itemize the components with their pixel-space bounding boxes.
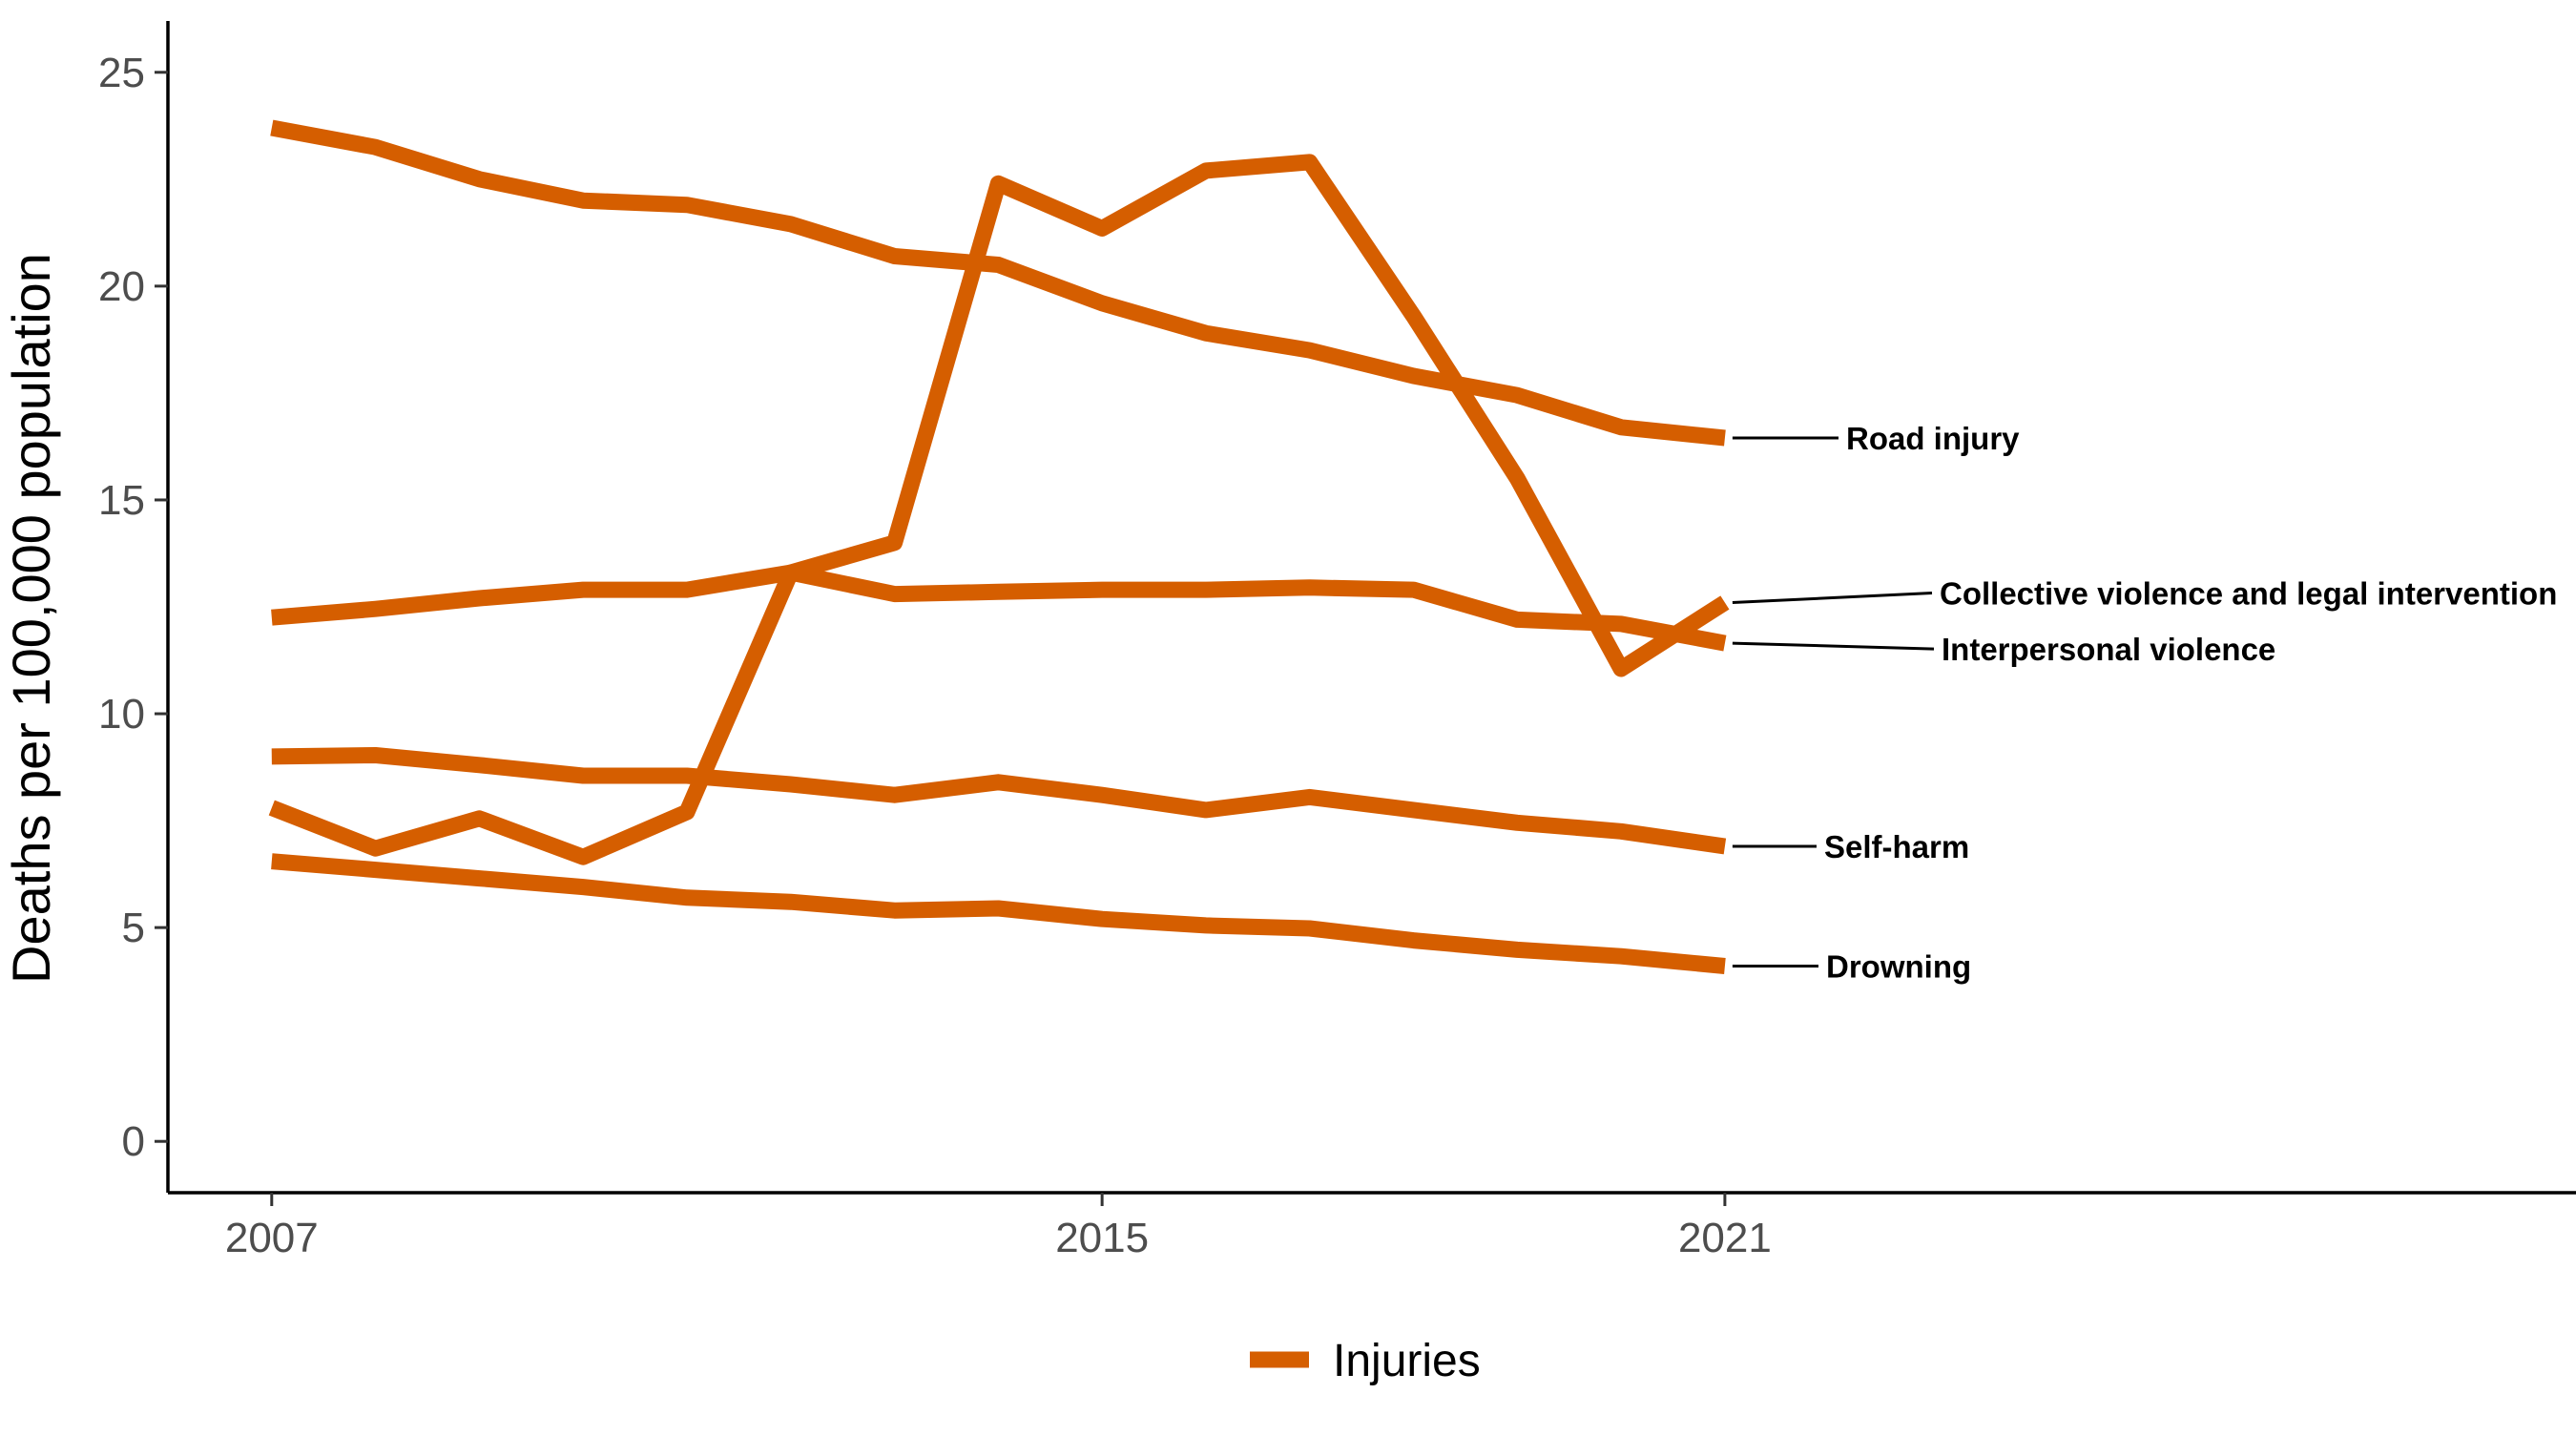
series-line — [271, 564, 1727, 652]
series-line — [271, 747, 1727, 855]
y-axis-title: Deaths per 100,000 population — [1, 253, 61, 984]
legend-label: Injuries — [1333, 1336, 1481, 1386]
series-line — [271, 853, 1726, 974]
series-label: Collective violence and legal interventi… — [1940, 576, 2557, 612]
legend: Injuries — [1250, 1336, 1481, 1386]
y-tick-label: 0 — [122, 1118, 145, 1165]
y-tick-label: 25 — [98, 50, 145, 96]
series-label: Drowning — [1826, 948, 1971, 984]
x-tick-label: 2015 — [1055, 1215, 1149, 1261]
series-label: Self-harm — [1824, 829, 1969, 864]
y-tick-label: 20 — [98, 263, 145, 310]
series-label: Interpersonal violence — [1942, 632, 2275, 667]
x-tick-label: 2021 — [1678, 1215, 1772, 1261]
label-leader-line — [1732, 641, 1935, 651]
y-tick-label: 5 — [122, 905, 145, 951]
y-tick-label: 15 — [98, 477, 145, 524]
label-leader-line — [1732, 592, 1933, 605]
series-line — [268, 154, 1730, 865]
y-tick-label: 10 — [98, 691, 145, 738]
series-line — [270, 119, 1726, 447]
series-label: Road injury — [1846, 421, 2020, 456]
axes: 0 5 10 15 20 25 2007 2015 2021 — [98, 21, 2576, 1261]
series-lines — [268, 119, 1730, 974]
series-labels: Road injury Collective violence and legal… — [1732, 421, 2557, 984]
x-tick-label: 2007 — [225, 1215, 319, 1261]
